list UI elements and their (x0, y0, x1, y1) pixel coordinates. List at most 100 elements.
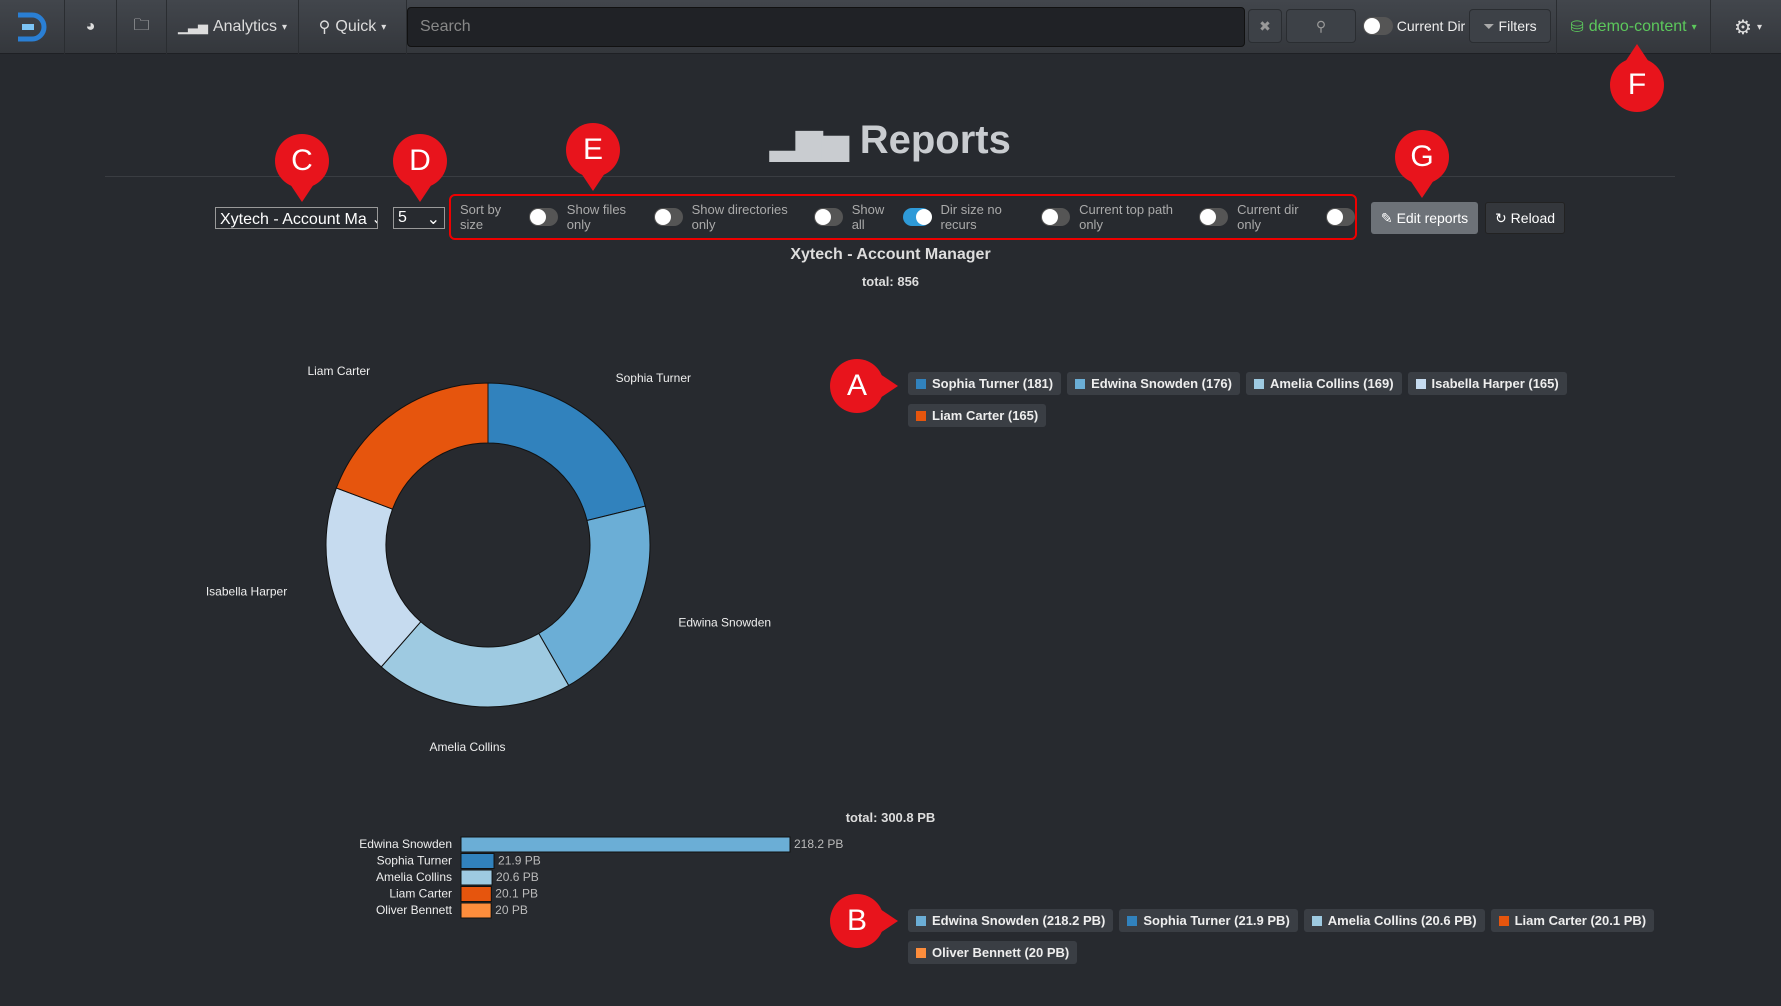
toggle-label: Current top path only (1079, 202, 1174, 232)
top-navbar: ◕ 🗀 ▁▃▅ Analytics ▾ ⚲ Quick ▾ Search ✖ ⚲ Cur… (0, 0, 1781, 54)
legend-item[interactable]: Liam Carter (20.1 PB) (1490, 909, 1655, 932)
bar[interactable] (460, 853, 495, 869)
caret-down-icon: ▾ (1756, 21, 1762, 33)
current-dir-label: Current Dir (1396, 18, 1466, 34)
legend-swatch (916, 410, 926, 421)
search-button[interactable]: ⚲ (1286, 9, 1356, 43)
filter-icon: ⏷ (1483, 17, 1495, 34)
legend-label: Edwina Snowden (176) (1091, 376, 1232, 391)
bar[interactable] (460, 869, 493, 886)
toggle-switch[interactable] (653, 208, 683, 226)
close-icon: ✖ (1259, 17, 1271, 34)
marker-b: B (830, 894, 898, 948)
caret-down-icon: ▾ (381, 21, 387, 33)
legend-label: Sophia Turner (21.9 PB) (1143, 913, 1290, 928)
legend-item[interactable]: Edwina Snowden (176) (1067, 372, 1240, 395)
legend-label: Amelia Collins (169) (1269, 376, 1394, 391)
bar-legend: Edwina Snowden (218.2 PB) Sophia Turner (… (908, 909, 1668, 973)
donut-chart: Sophia Turner Edwina Snowden Amelia Collin… (206, 364, 771, 754)
legend-label: Sophia Turner (181) (932, 376, 1054, 391)
toggle-switch[interactable] (1326, 208, 1355, 226)
legend-item[interactable]: Oliver Bennett (20 PB) (908, 941, 1078, 964)
count-select[interactable]: 5 ⌄ (393, 207, 445, 229)
caret-down-icon: ▾ (282, 21, 288, 33)
filters-button[interactable]: ⏷ Filters (1469, 9, 1551, 43)
pie-total: total: 856 (861, 274, 920, 289)
bar-total: total: 300.8 PB (845, 810, 936, 825)
options-toggles: Sort by size Show files only Show director… (449, 194, 1357, 240)
reload-label: Reload (1510, 210, 1556, 226)
legend-item[interactable]: Liam Carter (165) (908, 404, 1047, 427)
pie-legend: Sophia Turner (181) Edwina Snowden (176) A… (908, 372, 1668, 436)
files-button[interactable]: 🗀 (117, 0, 167, 54)
quick-menu[interactable]: ⚲ Quick ▾ (299, 0, 407, 54)
toggle-switch[interactable] (902, 208, 932, 226)
donut-slice[interactable] (538, 505, 651, 687)
slice-label: Liam Carter (307, 364, 370, 378)
dashboard-button[interactable]: ◕ (65, 0, 117, 54)
edit-reports-label: Edit reports (1396, 210, 1469, 226)
marker-f: F (1610, 44, 1664, 112)
dashboard-icon: ◕ (85, 18, 96, 35)
edit-reports-button[interactable]: ✎ Edit reports (1371, 202, 1478, 234)
bar-value-label: 21.9 PB (498, 854, 541, 868)
bar-chart: Edwina Snowden 218.2 PB Sophia Turner 21.9 … (359, 836, 843, 919)
donut-slice[interactable] (487, 382, 646, 522)
legend-label: Edwina Snowden (218.2 PB) (932, 913, 1106, 928)
edit-icon: ✎ (1380, 209, 1393, 226)
marker-e: E (566, 123, 620, 191)
settings-menu[interactable]: ⚙ ▾ (1715, 0, 1781, 54)
bar-category-label: Amelia Collins (376, 870, 452, 884)
analytics-menu[interactable]: ▁▃▅ Analytics ▾ (167, 0, 299, 54)
donut-slice[interactable] (335, 382, 489, 510)
legend-item[interactable]: Amelia Collins (20.6 PB) (1303, 909, 1485, 932)
toggle-switch[interactable] (529, 208, 558, 226)
legend-label: Amelia Collins (20.6 PB) (1327, 913, 1477, 928)
toggle-label: Current dir only (1237, 202, 1299, 232)
legend-swatch (1415, 378, 1426, 389)
logo[interactable] (0, 0, 65, 54)
toggle-label: Sort by size (460, 202, 502, 232)
hard-drive-icon: ⛁ (1570, 19, 1584, 36)
reload-icon: ↻ (1494, 209, 1507, 226)
filters-label: Filters (1498, 18, 1537, 34)
toggle-switch[interactable] (1362, 17, 1393, 35)
legend-item[interactable]: Sophia Turner (21.9 PB) (1119, 909, 1298, 932)
report-select[interactable]: Xytech - Account Ma ⌄ (215, 207, 378, 229)
toggle-switch[interactable] (1041, 208, 1071, 226)
legend-swatch (1498, 915, 1509, 926)
bar[interactable] (460, 886, 492, 902)
marker-a: A (830, 359, 898, 413)
legend-swatch (916, 378, 926, 389)
marker-g: G (1395, 130, 1449, 198)
search-input[interactable]: Search (407, 7, 1245, 47)
legend-swatch (1075, 378, 1086, 389)
legend-swatch (1253, 378, 1264, 389)
legend-swatch (916, 915, 926, 926)
search-icon: ⚲ (1315, 17, 1327, 34)
bar-value-label: 20.1 PB (495, 887, 538, 901)
index-menu[interactable]: ⛁ demo-content ▾ (1556, 0, 1711, 54)
slice-label: Isabella Harper (206, 584, 287, 598)
bar[interactable] (460, 836, 791, 853)
toggle-label: Dir size no recurs (940, 202, 1002, 232)
slice-label: Sophia Turner (616, 371, 691, 385)
legend-swatch (1311, 915, 1322, 926)
current-dir-toggle[interactable]: Current Dir (1362, 9, 1466, 43)
report-title: Xytech - Account Manager (790, 246, 991, 263)
toggle-switch[interactable] (813, 208, 843, 226)
toggle-switch[interactable] (1199, 208, 1229, 226)
bar[interactable] (460, 902, 492, 919)
legend-label: Isabella Harper (165) (1431, 376, 1559, 391)
clear-search-button[interactable]: ✖ (1248, 9, 1282, 43)
page-title-text: Reports (859, 118, 1011, 162)
legend-item[interactable]: Amelia Collins (169) (1245, 372, 1402, 395)
toggle-label: Show all (851, 202, 885, 232)
bar-value-label: 20 PB (495, 903, 528, 917)
legend-item[interactable]: Sophia Turner (181) (908, 372, 1062, 395)
legend-item[interactable]: Edwina Snowden (218.2 PB) (908, 909, 1114, 932)
legend-item[interactable]: Isabella Harper (165) (1407, 372, 1567, 395)
analytics-label: Analytics (212, 18, 277, 35)
reload-button[interactable]: ↻ Reload (1485, 202, 1565, 234)
bar-category-label: Edwina Snowden (359, 837, 452, 851)
